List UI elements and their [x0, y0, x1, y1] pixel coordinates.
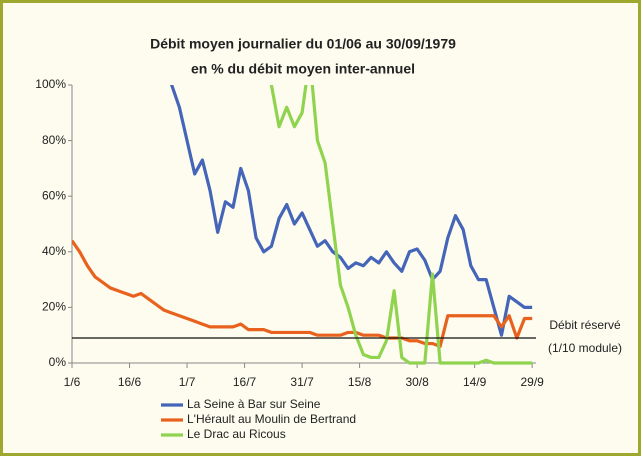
legend-label: L'Hérault au Moulin de Bertrand: [187, 412, 356, 426]
chart: Débit moyen journalier du 01/06 au 30/09…: [35, 36, 622, 441]
y-tick-label: 20%: [42, 300, 66, 314]
x-tick-label: 14/9: [463, 375, 487, 389]
annotation: Débit réservé: [549, 318, 621, 332]
y-tick-label: 80%: [42, 133, 66, 147]
annotation: (1/10 module): [548, 341, 622, 355]
series-line: [170, 85, 533, 337]
plot: [72, 85, 533, 365]
x-tick-label: 29/9: [520, 375, 544, 389]
legend-label: Le Drac au Ricous: [187, 427, 286, 441]
series-line: [269, 85, 533, 365]
y-tick-label: 40%: [42, 244, 66, 258]
x-tick-label: 15/8: [348, 375, 372, 389]
series-line: [72, 239, 533, 348]
chart-title: en % du débit moyen inter-annuel: [191, 61, 415, 77]
x-tick-label: 1/6: [64, 375, 81, 389]
x-tick-label: 1/7: [179, 375, 196, 389]
x-tick-label: 16/7: [233, 375, 257, 389]
y-tick-label: 100%: [35, 77, 66, 91]
y-tick-label: 60%: [42, 188, 66, 202]
x-tick-label: 31/7: [290, 375, 314, 389]
y-tick-label: 0%: [49, 355, 67, 369]
chart-title: Débit moyen journalier du 01/06 au 30/09…: [150, 36, 456, 52]
legend-label: La Seine à Bar sur Seine: [187, 397, 321, 411]
x-tick-label: 30/8: [405, 375, 429, 389]
x-tick-label: 16/6: [118, 375, 142, 389]
